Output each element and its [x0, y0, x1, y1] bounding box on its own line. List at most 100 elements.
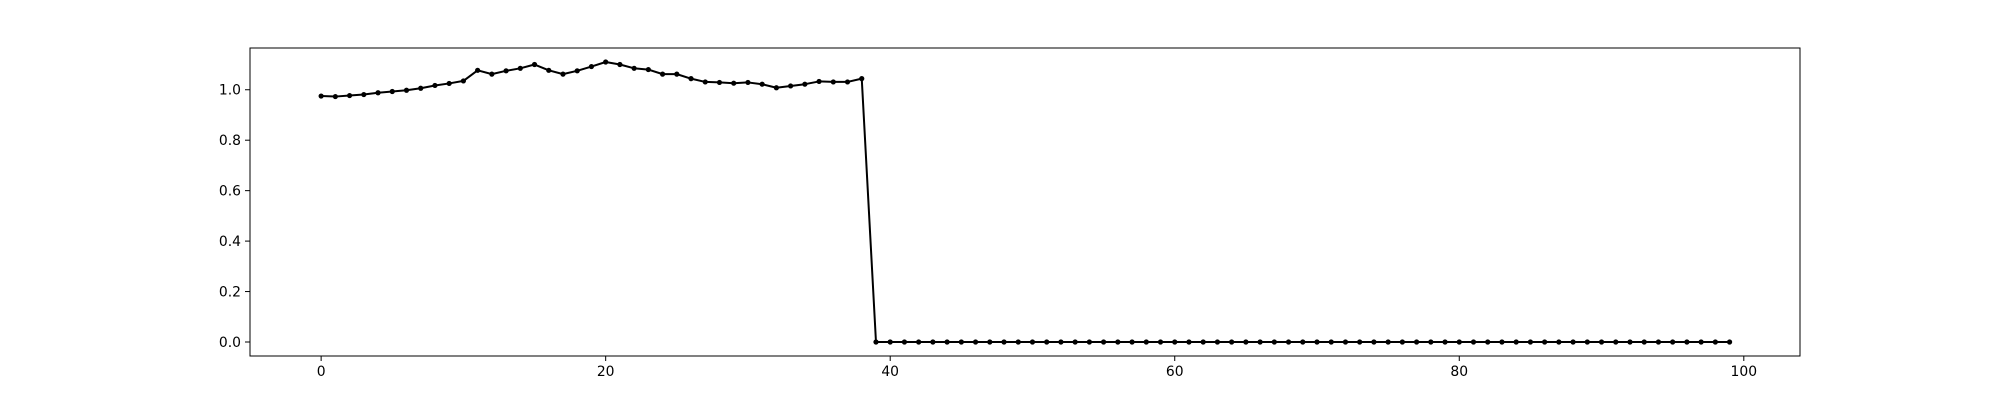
plot-area — [318, 59, 1733, 345]
data-point — [361, 91, 367, 98]
data-point — [944, 339, 950, 345]
y-tick-label: 0.0 — [219, 335, 241, 351]
data-point — [972, 339, 979, 345]
data-point — [1598, 339, 1605, 345]
data-point — [1584, 339, 1590, 345]
data-point — [1029, 339, 1036, 345]
data-point — [403, 87, 410, 93]
data-point — [1357, 339, 1363, 345]
data-point — [1314, 339, 1320, 345]
data-point — [1243, 339, 1249, 345]
data-point — [1655, 339, 1662, 345]
data-point — [802, 81, 808, 87]
data-point — [617, 61, 623, 68]
plot-frame — [249, 47, 1801, 357]
data-point — [1300, 339, 1306, 345]
data-point — [318, 93, 324, 99]
data-point — [1485, 339, 1491, 345]
data-point — [1086, 339, 1092, 345]
data-point — [702, 79, 708, 85]
data-point — [716, 79, 723, 86]
data-point — [603, 59, 609, 65]
x-tick-label: 60 — [1166, 364, 1184, 380]
data-point — [1712, 339, 1718, 345]
data-point — [1456, 339, 1462, 345]
data-point — [859, 76, 865, 82]
data-point — [1044, 339, 1050, 345]
data-point — [1542, 339, 1548, 345]
data-point — [1726, 339, 1733, 345]
data-point — [1229, 339, 1235, 345]
data-point — [674, 71, 680, 77]
data-point — [1271, 339, 1277, 345]
data-point — [830, 79, 836, 85]
data-point — [503, 68, 509, 74]
data-point — [987, 339, 993, 345]
series-line — [321, 61, 1730, 343]
y-tick-label: 1.0 — [219, 83, 241, 99]
data-point — [1214, 339, 1221, 345]
data-point — [916, 339, 922, 345]
data-point — [930, 339, 936, 345]
data-point — [731, 80, 737, 86]
data-point — [1200, 339, 1206, 345]
data-point — [489, 71, 495, 77]
data-point — [1015, 339, 1021, 345]
data-point — [546, 67, 552, 73]
data-point — [1072, 339, 1078, 345]
data-point — [844, 79, 851, 85]
data-point — [574, 68, 580, 74]
data-point — [1499, 339, 1505, 345]
data-point — [1186, 339, 1192, 345]
data-point — [1413, 339, 1420, 345]
y-tick-label: 0.8 — [219, 133, 241, 149]
data-point — [1385, 339, 1391, 345]
data-point — [887, 339, 893, 345]
data-point — [773, 85, 779, 91]
data-point — [1399, 339, 1405, 345]
data-point — [1172, 339, 1178, 345]
data-point — [1698, 339, 1704, 345]
data-point — [688, 76, 694, 82]
data-point — [375, 90, 381, 96]
data-point — [1001, 339, 1007, 345]
data-point — [1285, 339, 1292, 345]
data-point — [816, 78, 822, 85]
data-point — [1257, 339, 1263, 345]
data-point — [759, 81, 765, 87]
data-point — [389, 88, 395, 95]
x-tick-label: 80 — [1450, 364, 1468, 380]
data-point — [745, 79, 751, 86]
data-point — [1513, 339, 1519, 345]
data-point — [1641, 339, 1647, 345]
data-point — [1129, 339, 1135, 345]
data-point — [631, 65, 637, 71]
data-point — [1143, 339, 1149, 345]
data-point — [1570, 339, 1576, 345]
data-point — [645, 66, 651, 73]
data-point — [1101, 339, 1107, 345]
data-point — [517, 65, 523, 71]
data-point — [873, 339, 879, 345]
data-point — [1613, 339, 1619, 345]
data-point — [1670, 339, 1676, 345]
y-tick-label: 0.4 — [219, 234, 241, 250]
x-tick-label: 40 — [881, 364, 899, 380]
data-point — [460, 78, 466, 84]
data-point — [588, 63, 595, 70]
y-tick-label: 0.6 — [219, 184, 241, 200]
data-point — [1058, 339, 1064, 345]
x-tick-label: 100 — [1731, 364, 1758, 380]
data-point — [1470, 339, 1477, 345]
data-point — [958, 339, 964, 345]
y-tick-label: 0.2 — [219, 285, 241, 301]
x-tick-label: 0 — [317, 364, 326, 380]
data-point — [346, 92, 353, 99]
data-point — [1428, 339, 1434, 345]
x-axis: 0 20 40 60 80 100 — [317, 356, 1757, 380]
data-point — [432, 82, 438, 89]
data-point — [332, 93, 338, 100]
data-point — [1556, 339, 1562, 345]
data-point — [1371, 339, 1377, 345]
